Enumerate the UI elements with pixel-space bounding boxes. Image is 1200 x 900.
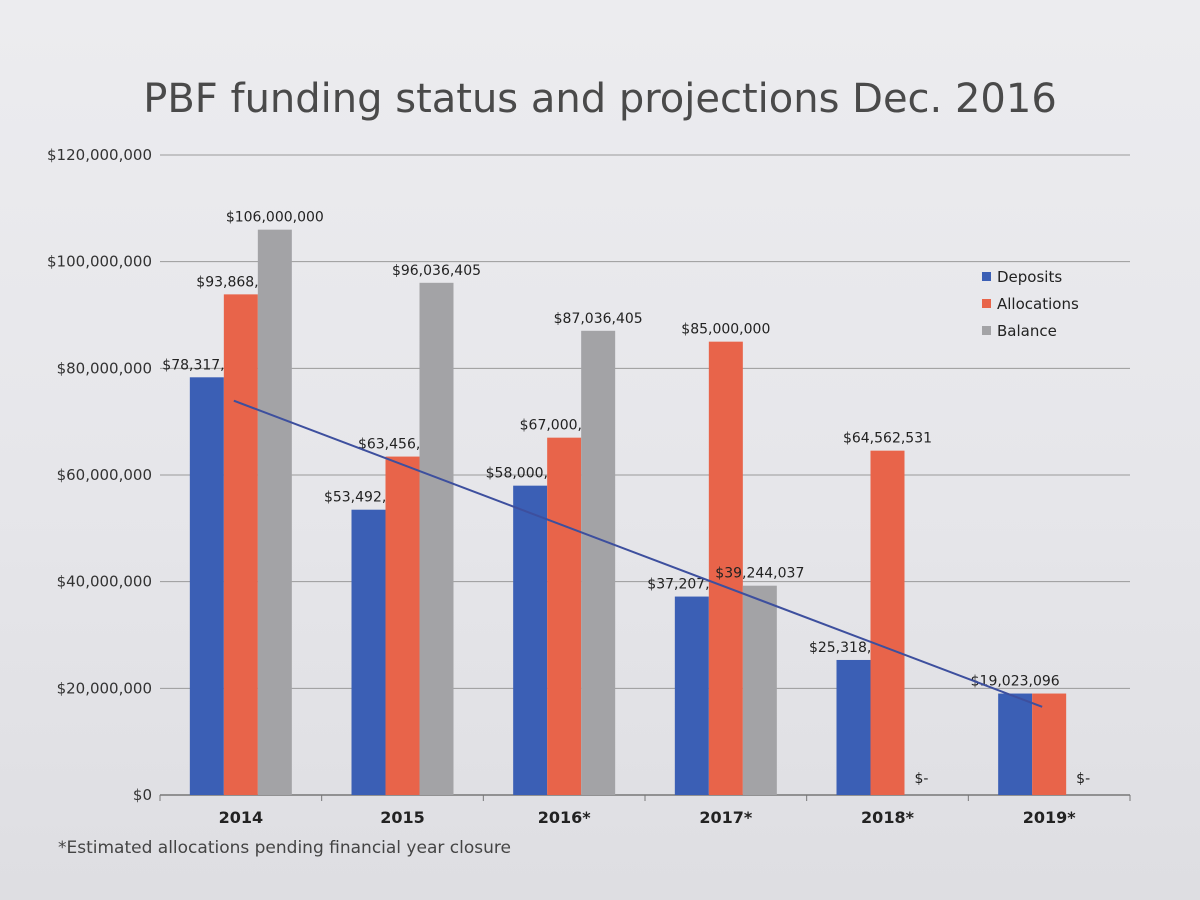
data-label-balance: $96,036,405: [392, 263, 481, 279]
legend-label-deposits: Deposits: [997, 268, 1062, 286]
bar-deposits: [998, 693, 1033, 795]
y-tick-label: $100,000,000: [47, 253, 152, 271]
bar-allocations: [870, 450, 905, 795]
bar-deposits: [351, 509, 386, 795]
x-category-label: 2018*: [861, 808, 915, 827]
data-label-balance: $106,000,000: [226, 210, 324, 226]
x-category-label: 2016*: [538, 808, 592, 827]
legend-swatch-deposits: [982, 272, 991, 281]
bar-allocations: [385, 456, 420, 795]
chart-title: PBF funding status and projections Dec. …: [143, 76, 1057, 122]
data-label-balance: $39,244,037: [715, 566, 804, 582]
x-category-label: 2017*: [699, 808, 753, 827]
bar-allocations: [708, 341, 743, 795]
bar-balance: [257, 229, 292, 795]
y-tick-label: $0: [133, 786, 152, 804]
x-category-label: 2015: [380, 808, 425, 827]
legend-label-allocations: Allocations: [997, 295, 1079, 313]
data-label-balance: $-: [1076, 771, 1090, 787]
bar-deposits: [836, 659, 871, 795]
bar-allocations: [1032, 693, 1067, 795]
bar-deposits: [674, 596, 709, 795]
y-tick-label: $20,000,000: [57, 679, 152, 697]
bar-deposits: [513, 485, 548, 795]
bar-allocations: [547, 437, 582, 795]
bar-deposits: [189, 377, 224, 795]
y-tick-label: $60,000,000: [57, 466, 152, 484]
x-category-label: 2019*: [1023, 808, 1077, 827]
chart-footnote: *Estimated allocations pending financial…: [58, 838, 511, 858]
deposits-trendline: [233, 399, 1043, 708]
data-label-deposits: $19,023,096: [971, 674, 1060, 690]
y-tick-label: $40,000,000: [57, 573, 152, 591]
data-label-allocations: $85,000,000: [681, 322, 770, 338]
legend-swatch-balance: [982, 326, 991, 335]
legend-swatch-allocations: [982, 299, 991, 308]
y-tick-label: $80,000,000: [57, 359, 152, 377]
y-tick-label: $120,000,000: [47, 146, 152, 164]
legend-label-balance: Balance: [997, 322, 1057, 340]
bar-balance: [419, 282, 454, 795]
x-category-label: 2014: [219, 808, 264, 827]
data-label-balance: $87,036,405: [554, 311, 643, 327]
data-label-balance: $-: [915, 771, 929, 787]
bar-balance: [581, 330, 616, 795]
data-label-allocations: $64,562,531: [843, 431, 932, 447]
bar-allocations: [223, 294, 258, 795]
bar-balance: [742, 585, 777, 795]
